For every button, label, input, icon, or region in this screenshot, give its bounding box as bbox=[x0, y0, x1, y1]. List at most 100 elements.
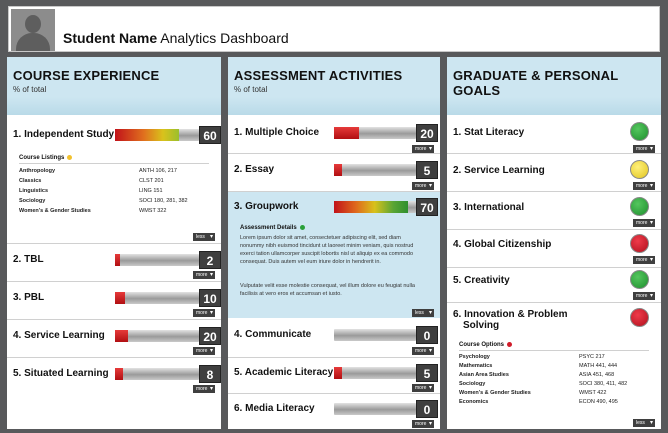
more-button[interactable]: more bbox=[193, 309, 215, 317]
more-button[interactable]: more bbox=[193, 347, 215, 355]
item-label: 3. Groupwork bbox=[234, 201, 299, 212]
more-button[interactable]: more bbox=[633, 145, 655, 153]
panel-subtitle: % of total bbox=[234, 85, 268, 94]
more-button[interactable]: more bbox=[633, 182, 655, 190]
more-button[interactable]: more bbox=[633, 219, 655, 227]
person-silhouette-icon bbox=[11, 9, 55, 51]
dashboard-header: Student Name Analytics Dashboard bbox=[8, 6, 660, 52]
listing-row: Anthropology ANTH 106, 217 bbox=[19, 168, 177, 174]
progress-bar bbox=[334, 164, 416, 176]
option-row: Women's & Gender Studies WMST 422 bbox=[459, 390, 607, 396]
list-item: 6. Innovation & Problem Solving Course Op… bbox=[447, 303, 661, 429]
option-row: Asian Area Studies ASIA 451, 468 bbox=[459, 372, 615, 378]
option-row: Mathematics MATH 441, 444 bbox=[459, 363, 618, 369]
score-badge: 60 bbox=[199, 126, 221, 144]
listing-row: Linguistics LING 151 bbox=[19, 188, 163, 194]
list-item: 5. Creativity more bbox=[447, 269, 661, 305]
status-green-icon bbox=[630, 197, 649, 216]
course-experience-panel: COURSE EXPERIENCE % of total 1. Independ… bbox=[7, 57, 221, 429]
list-item: 1. Independent Study 60 Course Listings … bbox=[7, 115, 221, 297]
info-dot-icon bbox=[507, 342, 513, 347]
list-item: 3. PBL 10 more bbox=[7, 283, 221, 319]
info-dot-icon bbox=[299, 225, 305, 230]
score-badge: 0 bbox=[416, 326, 438, 344]
more-button[interactable]: more bbox=[193, 385, 215, 393]
panel-header: GRADUATE & PERSONAL GOALS bbox=[447, 57, 661, 115]
goal-label: 2. Service Learning bbox=[453, 165, 545, 176]
more-button[interactable]: more bbox=[633, 292, 655, 300]
option-row: Psychology PSYC 217 bbox=[459, 354, 605, 360]
panel-subtitle: % of total bbox=[13, 85, 47, 94]
more-button[interactable]: more bbox=[412, 347, 434, 355]
goal-label: 4. Global Citizenship bbox=[453, 239, 552, 250]
option-row: Sociology SOCI 380, 411, 482 bbox=[459, 381, 628, 387]
more-button[interactable]: more bbox=[412, 145, 434, 153]
more-button[interactable]: more bbox=[193, 271, 215, 279]
progress-bar bbox=[334, 329, 416, 341]
item-label: 5. Academic Literacy bbox=[234, 367, 334, 378]
progress-bar bbox=[334, 127, 416, 139]
course-options-title: Course Options bbox=[459, 342, 513, 348]
item-label: 6. Media Literacy bbox=[234, 403, 315, 414]
less-button[interactable]: less bbox=[633, 419, 655, 427]
goal-label: 3. International bbox=[453, 202, 525, 213]
progress-bar bbox=[334, 403, 416, 415]
less-button[interactable]: less bbox=[193, 233, 215, 241]
details-paragraph: Lorem ipsum dolor sit amet, consectetuer… bbox=[240, 235, 414, 265]
goal-label: 5. Creativity bbox=[453, 275, 510, 286]
list-item: 2. TBL 2 more bbox=[7, 245, 221, 281]
more-button[interactable]: more bbox=[412, 420, 434, 428]
list-item: 6. Media Literacy 0 more bbox=[228, 395, 440, 429]
item-label: 3. PBL bbox=[13, 292, 45, 303]
item-label: 1. Multiple Choice bbox=[234, 127, 320, 138]
more-button[interactable]: more bbox=[412, 182, 434, 190]
score-badge: 10 bbox=[199, 289, 221, 307]
status-green-icon bbox=[630, 270, 649, 289]
more-button[interactable]: more bbox=[412, 384, 434, 392]
panel-header: ASSESSMENT ACTIVITIES % of total bbox=[228, 57, 440, 115]
list-item: 1. Multiple Choice 20 more bbox=[228, 115, 440, 153]
item-label: 4. Communicate bbox=[234, 329, 312, 340]
item-label: 5. Situated Learning bbox=[13, 368, 109, 379]
listing-row: Sociology SOCI 180, 281, 382 bbox=[19, 198, 188, 204]
list-item: 3. International more bbox=[447, 193, 661, 229]
status-green-icon bbox=[630, 122, 649, 141]
details-paragraph: Vulputate velit esse molestie consequat,… bbox=[240, 283, 415, 297]
list-item: 5. Academic Literacy 5 more bbox=[228, 359, 440, 395]
panel-title: GRADUATE & PERSONAL GOALS bbox=[453, 68, 619, 98]
item-label: 2. TBL bbox=[13, 254, 44, 265]
status-red-icon bbox=[630, 234, 649, 253]
page-title: Student Name Analytics Dashboard bbox=[63, 30, 289, 46]
item-label: 1. Independent Study bbox=[13, 129, 115, 140]
score-badge: 0 bbox=[416, 400, 438, 418]
list-item: 5. Situated Learning 8 more bbox=[7, 359, 221, 395]
score-badge: 5 bbox=[416, 161, 438, 179]
item-label: 2. Essay bbox=[234, 164, 275, 175]
list-item: 2. Essay 5 more bbox=[228, 155, 440, 191]
score-badge: 20 bbox=[199, 327, 221, 345]
panel-header: COURSE EXPERIENCE % of total bbox=[7, 57, 221, 115]
progress-bar bbox=[334, 367, 416, 379]
info-dot-icon bbox=[67, 155, 73, 160]
more-button[interactable]: more bbox=[633, 256, 655, 264]
status-yellow-icon bbox=[630, 160, 649, 179]
assessment-details-title: Assessment Details bbox=[240, 225, 305, 231]
list-item: 2. Service Learning more bbox=[447, 155, 661, 191]
item-label: 4. Service Learning bbox=[13, 330, 105, 341]
list-item: 4. Service Learning 20 more bbox=[7, 321, 221, 357]
score-badge: 70 bbox=[416, 198, 438, 216]
less-button[interactable]: less bbox=[412, 309, 434, 317]
listing-row: Women's & Gender Studies WMST 322 bbox=[19, 208, 167, 214]
score-badge: 5 bbox=[416, 364, 438, 382]
list-item: 3. Groupwork 70 Assessment Details Lorem… bbox=[228, 192, 440, 318]
progress-bar bbox=[115, 129, 199, 141]
list-item: 4. Global Citizenship more bbox=[447, 231, 661, 267]
listing-row: Classics CLST 201 bbox=[19, 178, 164, 184]
progress-bar bbox=[334, 201, 416, 213]
progress-bar bbox=[115, 292, 199, 304]
assessment-activities-panel: ASSESSMENT ACTIVITIES % of total 1. Mult… bbox=[228, 57, 440, 429]
panel-title: ASSESSMENT ACTIVITIES bbox=[234, 68, 403, 83]
graduate-goals-panel: GRADUATE & PERSONAL GOALS 1. Stat Litera… bbox=[447, 57, 661, 429]
status-red-icon bbox=[630, 308, 649, 327]
option-row: Economics ECON 490, 495 bbox=[459, 399, 618, 405]
